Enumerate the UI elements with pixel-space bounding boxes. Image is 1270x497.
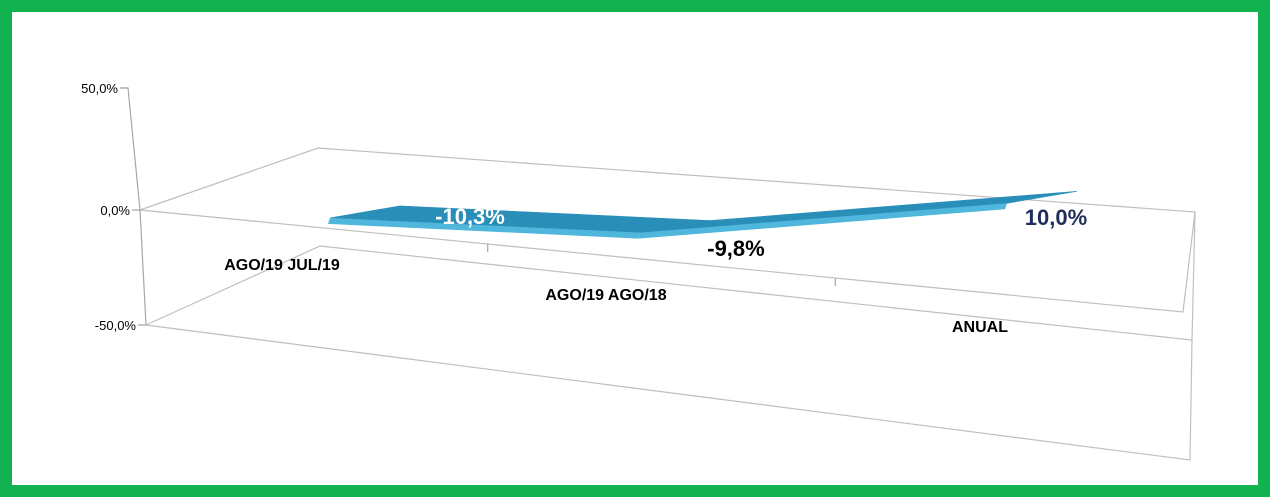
data-label: -10,3% bbox=[435, 204, 505, 229]
data-label: 10,0% bbox=[1025, 205, 1087, 230]
x-category-label: AGO/19 JUL/19 bbox=[224, 257, 340, 274]
ribbon-segment bbox=[639, 191, 1078, 233]
back-right-edge bbox=[1191, 211, 1196, 341]
gridline-plane-bottom bbox=[143, 245, 1193, 461]
y-tick-label: 0,0% bbox=[100, 203, 130, 218]
y-axis: 50,0% 0,0% -50,0% bbox=[81, 81, 146, 333]
y-tick-label: -50,0% bbox=[95, 318, 137, 333]
y-tick-label: 50,0% bbox=[81, 81, 118, 96]
ribbon-front-face bbox=[328, 217, 640, 239]
data-ribbon bbox=[328, 191, 1078, 239]
data-label: -9,8% bbox=[707, 236, 764, 261]
x-axis-labels: AGO/19 JUL/19 AGO/19 AGO/18 ANUAL bbox=[224, 257, 1008, 336]
data-labels: -10,3% -9,8% 10,0% bbox=[435, 204, 1087, 261]
x-category-label: ANUAL bbox=[952, 319, 1008, 336]
ribbon-front-face bbox=[638, 203, 1007, 239]
x-category-label: AGO/19 AGO/18 bbox=[545, 287, 666, 304]
gridlines bbox=[120, 87, 1196, 461]
